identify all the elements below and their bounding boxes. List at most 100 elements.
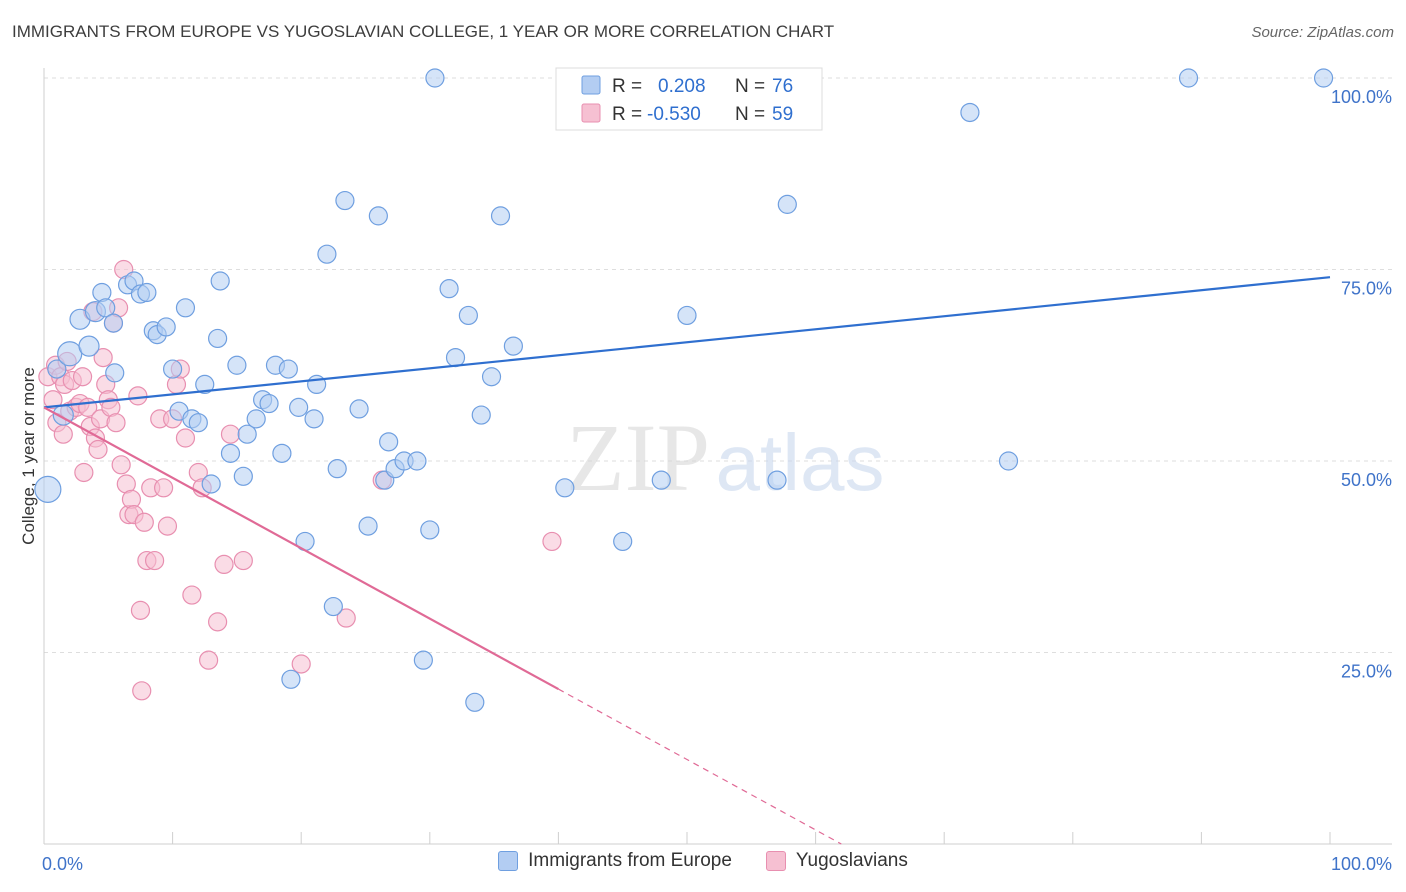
yugoslavians-point-50 (199, 650, 219, 670)
europe-trend-line (43, 276, 1331, 409)
europe-point-28 (227, 355, 247, 375)
europe-point-29 (233, 466, 253, 486)
legend-r-value-yugoslavians: -0.530 (647, 104, 701, 125)
watermark-atlas: atlas (716, 418, 885, 507)
yugoslavians-point-41 (153, 478, 174, 498)
legend-key-yugoslavians (765, 851, 786, 871)
series-legend: Immigrants from Europe Yugoslavians (0, 850, 1406, 872)
series-yugoslavians-points (38, 259, 562, 701)
europe-point-18 (163, 359, 183, 379)
europe-point-23 (195, 374, 215, 394)
yugoslavians-point-5 (53, 424, 73, 444)
europe-point-9 (103, 313, 124, 333)
yugoslavians-point-53 (220, 424, 241, 444)
europe-point-74 (1313, 68, 1334, 88)
europe-point-64 (503, 336, 523, 356)
y-tick-label-100: 100.0% (1331, 87, 1392, 107)
europe-point-54 (413, 650, 433, 670)
europe-point-48 (368, 206, 388, 226)
gridlines (44, 77, 1392, 653)
yugoslavians-point-35 (132, 681, 152, 701)
europe-point-63 (490, 206, 511, 226)
europe-point-61 (471, 405, 491, 425)
yugoslavians-trend-line (43, 406, 559, 691)
europe-point-1 (47, 359, 67, 379)
europe-point-56 (425, 68, 445, 88)
yugoslavians-point-1 (43, 390, 63, 410)
x-ticks (43, 832, 1331, 844)
series-europe-points (34, 68, 1334, 712)
europe-point-35 (272, 443, 292, 463)
europe-point-70 (777, 194, 797, 214)
watermark-zip: ZIP (566, 404, 710, 511)
yugoslavians-point-47 (182, 585, 202, 605)
europe-point-66 (613, 531, 633, 552)
legend-key-europe (498, 851, 519, 871)
europe-point-58 (445, 347, 466, 368)
europe-point-22 (188, 413, 208, 433)
yugoslavians-point-13 (74, 462, 94, 483)
europe-point-69 (767, 470, 787, 490)
y-tick-label-75: 75.0% (1341, 279, 1392, 299)
yugoslavians-point-39 (144, 550, 165, 571)
legend-n-label-europe: N = (735, 76, 765, 97)
europe-point-25 (208, 328, 228, 349)
europe-point-36 (278, 359, 298, 379)
europe-point-10 (105, 363, 125, 383)
yugoslavians-point-46 (175, 428, 196, 448)
legend-r-value-europe: 0.208 (658, 76, 706, 97)
x-tick-label-max: 100.0% (1331, 854, 1392, 874)
y-tick-labels: 25.0% 50.0% 75.0% 100.0% (1331, 87, 1392, 682)
legend-swatch-yugoslavians (581, 103, 601, 123)
yugoslavians-point-55 (291, 654, 311, 674)
y-axis-label: College, 1 year or more (19, 367, 38, 545)
europe-point-68 (677, 305, 697, 326)
europe-point-38 (289, 397, 309, 417)
europe-point-44 (327, 459, 347, 479)
europe-point-20 (175, 298, 196, 318)
yugoslavians-point-18 (88, 439, 108, 460)
europe-point-59 (458, 305, 478, 326)
europe-point-40 (304, 409, 324, 429)
europe-point-17 (156, 317, 176, 337)
y-tick-label-50: 50.0% (1341, 470, 1392, 490)
europe-point-27 (220, 443, 241, 463)
yugoslavians-point-56 (336, 608, 356, 628)
yugoslavians-point-20 (93, 347, 113, 368)
y-tick-label-25: 25.0% (1341, 662, 1392, 682)
yugoslavians-point-33 (128, 386, 148, 406)
yugoslavians-point-27 (111, 455, 131, 475)
yugoslavians-point-12 (72, 367, 93, 387)
europe-point-65 (555, 478, 575, 498)
legend-r-label-yugoslavians: R = (612, 104, 642, 125)
yugoslavians-point-51 (208, 612, 228, 632)
yugoslavians-point-54 (233, 550, 253, 571)
legend-swatch-europe (581, 75, 601, 95)
chart-title: IMMIGRANTS FROM EUROPE VS YUGOSLAVIAN CO… (12, 22, 835, 41)
axes (43, 68, 1392, 845)
europe-point-8 (96, 298, 116, 318)
europe-point-57 (439, 279, 459, 299)
europe-point-24 (201, 474, 221, 494)
europe-point-71 (960, 102, 980, 123)
legend-name-europe: Immigrants from Europe (528, 850, 732, 871)
europe-point-14 (137, 282, 157, 303)
europe-point-55 (420, 520, 440, 540)
legend-n-value-europe: 76 (772, 76, 793, 97)
europe-point-47 (358, 516, 378, 536)
europe-point-26 (210, 271, 230, 291)
europe-point-73 (1178, 68, 1199, 88)
europe-point-67 (651, 470, 671, 490)
legend-n-value-yugoslavians: 59 (772, 104, 793, 125)
trend-lines (43, 276, 1331, 845)
yugoslavians-point-25 (106, 413, 126, 433)
europe-point-30 (237, 424, 257, 444)
legend-r-label-europe: R = (612, 76, 642, 97)
europe-point-72 (998, 451, 1019, 471)
x-tick-label-min: 0.0% (42, 854, 83, 874)
europe-point-37 (281, 669, 301, 689)
europe-point-53 (407, 451, 427, 471)
europe-point-33 (259, 393, 279, 414)
europe-point-50 (379, 432, 399, 452)
